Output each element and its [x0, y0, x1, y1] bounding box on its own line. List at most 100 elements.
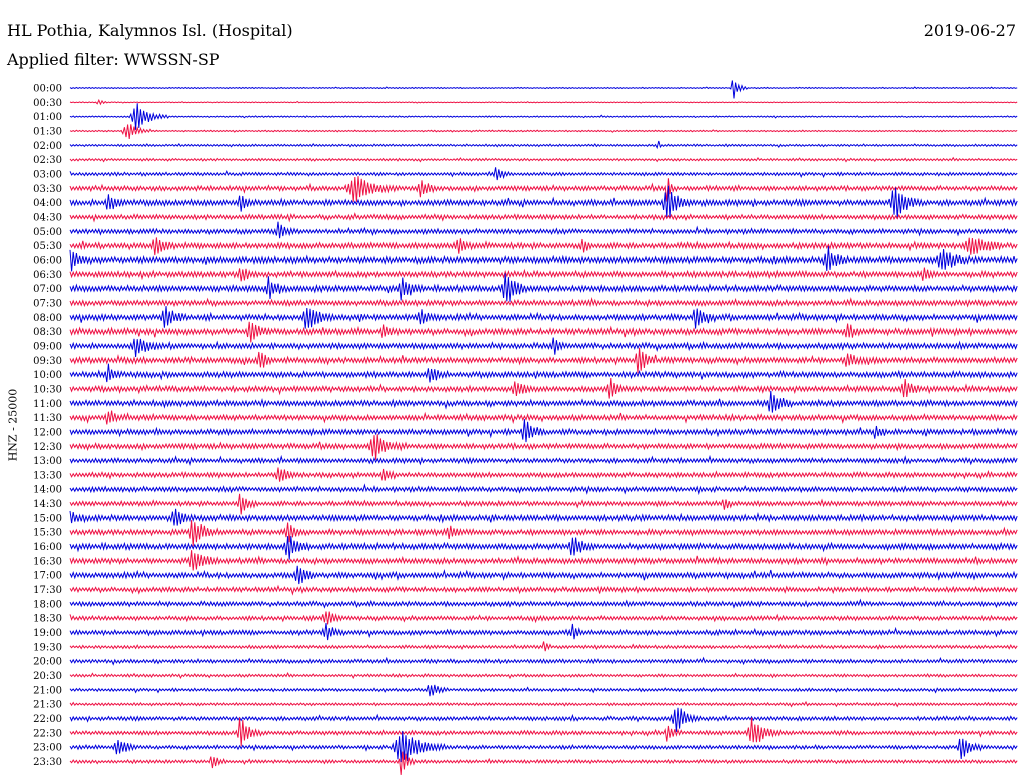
- trace-line: [69, 493, 1018, 515]
- trace-line: [69, 565, 1018, 585]
- row-time-label: 16:00: [33, 542, 62, 553]
- trace-line: [69, 347, 1018, 374]
- row-time-label: 20:30: [33, 671, 62, 682]
- trace-line: [69, 140, 1018, 150]
- row-time-label: 23:30: [33, 757, 62, 768]
- row-time-label: 11:00: [33, 399, 62, 410]
- row-time-label: 15:30: [33, 528, 62, 539]
- trace-line: [69, 212, 1018, 223]
- trace-line: [69, 156, 1018, 163]
- trace-line: [69, 700, 1018, 708]
- trace-line: [69, 306, 1018, 329]
- trace-line: [69, 419, 1018, 443]
- trace-line: [69, 124, 1018, 139]
- row-time-label: 00:30: [33, 98, 62, 109]
- row-time-label: 21:00: [33, 685, 62, 696]
- row-time-label: 17:00: [33, 571, 62, 582]
- row-time-label: 22:30: [33, 728, 62, 739]
- trace-line: [69, 671, 1018, 680]
- trace-line: [69, 598, 1018, 609]
- trace-line: [69, 410, 1018, 425]
- row-time-label: 08:30: [33, 327, 62, 338]
- trace-line: [69, 185, 1018, 220]
- trace-line: [69, 454, 1018, 467]
- trace-line: [69, 297, 1018, 308]
- row-time-label: 01:00: [33, 112, 62, 123]
- row-time-label: 20:00: [33, 657, 62, 668]
- trace-line: [69, 717, 1018, 747]
- row-time-label: 04:00: [33, 198, 62, 209]
- trace-line: [69, 378, 1018, 399]
- trace-line: [69, 707, 1018, 732]
- row-time-label: 12:30: [33, 442, 62, 453]
- row-time-label: 17:30: [33, 585, 62, 596]
- row-time-label: 03:00: [33, 169, 62, 180]
- row-time-label: 14:00: [33, 485, 62, 496]
- trace-line: [69, 176, 1018, 202]
- row-time-label: 00:00: [33, 84, 62, 95]
- row-time-label: 07:30: [33, 298, 62, 309]
- row-time-label: 03:30: [33, 184, 62, 195]
- row-time-label: 05:30: [33, 241, 62, 252]
- trace-line: [69, 584, 1018, 596]
- row-time-label: 13:30: [33, 470, 62, 481]
- trace-line: [69, 273, 1018, 302]
- trace-line: [69, 520, 1018, 547]
- row-time-label: 23:00: [33, 743, 62, 754]
- trace-line: [69, 267, 1018, 282]
- row-time-label: 09:00: [33, 341, 62, 352]
- row-time-label: 04:30: [33, 212, 62, 223]
- station-title: HL Pothia, Kalymnos Isl. (Hospital): [7, 21, 293, 40]
- trace-line: [69, 550, 1018, 571]
- trace-line: [69, 483, 1018, 496]
- row-time-label: 11:30: [33, 413, 62, 424]
- trace-line: [69, 656, 1018, 666]
- row-time-label: 14:30: [33, 499, 62, 510]
- trace-line: [69, 508, 1018, 526]
- trace-line: [69, 467, 1018, 482]
- trace-line: [69, 622, 1018, 641]
- row-time-label: 05:00: [33, 227, 62, 238]
- trace-line: [69, 434, 1018, 460]
- row-time-label: 06:30: [33, 270, 62, 281]
- row-time-label: 21:30: [33, 700, 62, 711]
- row-time-label: 02:00: [33, 141, 62, 152]
- trace-line: [69, 237, 1018, 256]
- trace-line: [69, 321, 1018, 343]
- trace-line: [69, 684, 1018, 697]
- row-time-label: 12:00: [33, 427, 62, 438]
- trace-line: [69, 98, 1018, 106]
- row-time-label: 19:30: [33, 642, 62, 653]
- row-time-label: 02:30: [33, 155, 62, 166]
- row-time-label: 10:00: [33, 370, 62, 381]
- row-time-label: 18:30: [33, 614, 62, 625]
- row-time-label: 18:00: [33, 599, 62, 610]
- row-time-label: 15:00: [33, 513, 62, 524]
- row-time-label: 19:00: [33, 628, 62, 639]
- row-time-label: 01:30: [33, 126, 62, 137]
- row-time-label: 08:00: [33, 313, 62, 324]
- row-time-label: 09:30: [33, 356, 62, 367]
- row-time-label: 10:30: [33, 384, 62, 395]
- trace-line: [69, 730, 1018, 763]
- trace-line: [69, 337, 1018, 357]
- date-label: 2019-06-27: [923, 21, 1016, 40]
- trace-line: [69, 641, 1018, 652]
- trace-line: [69, 751, 1018, 775]
- row-time-label: 22:00: [33, 714, 62, 725]
- trace-line: [69, 611, 1018, 625]
- filter-label: Applied filter: WWSSN-SP: [7, 50, 220, 69]
- trace-line: [69, 536, 1018, 560]
- trace-line: [69, 221, 1018, 239]
- trace-line: [69, 80, 1018, 99]
- trace-line: [69, 103, 1018, 130]
- trace-line: [69, 363, 1018, 383]
- trace-line: [69, 390, 1018, 413]
- row-time-label: 07:00: [33, 284, 62, 295]
- row-time-label: 16:30: [33, 556, 62, 567]
- trace-line: [69, 167, 1018, 181]
- trace-line: [69, 246, 1018, 272]
- row-time-label: 06:00: [33, 255, 62, 266]
- row-time-label: 13:00: [33, 456, 62, 467]
